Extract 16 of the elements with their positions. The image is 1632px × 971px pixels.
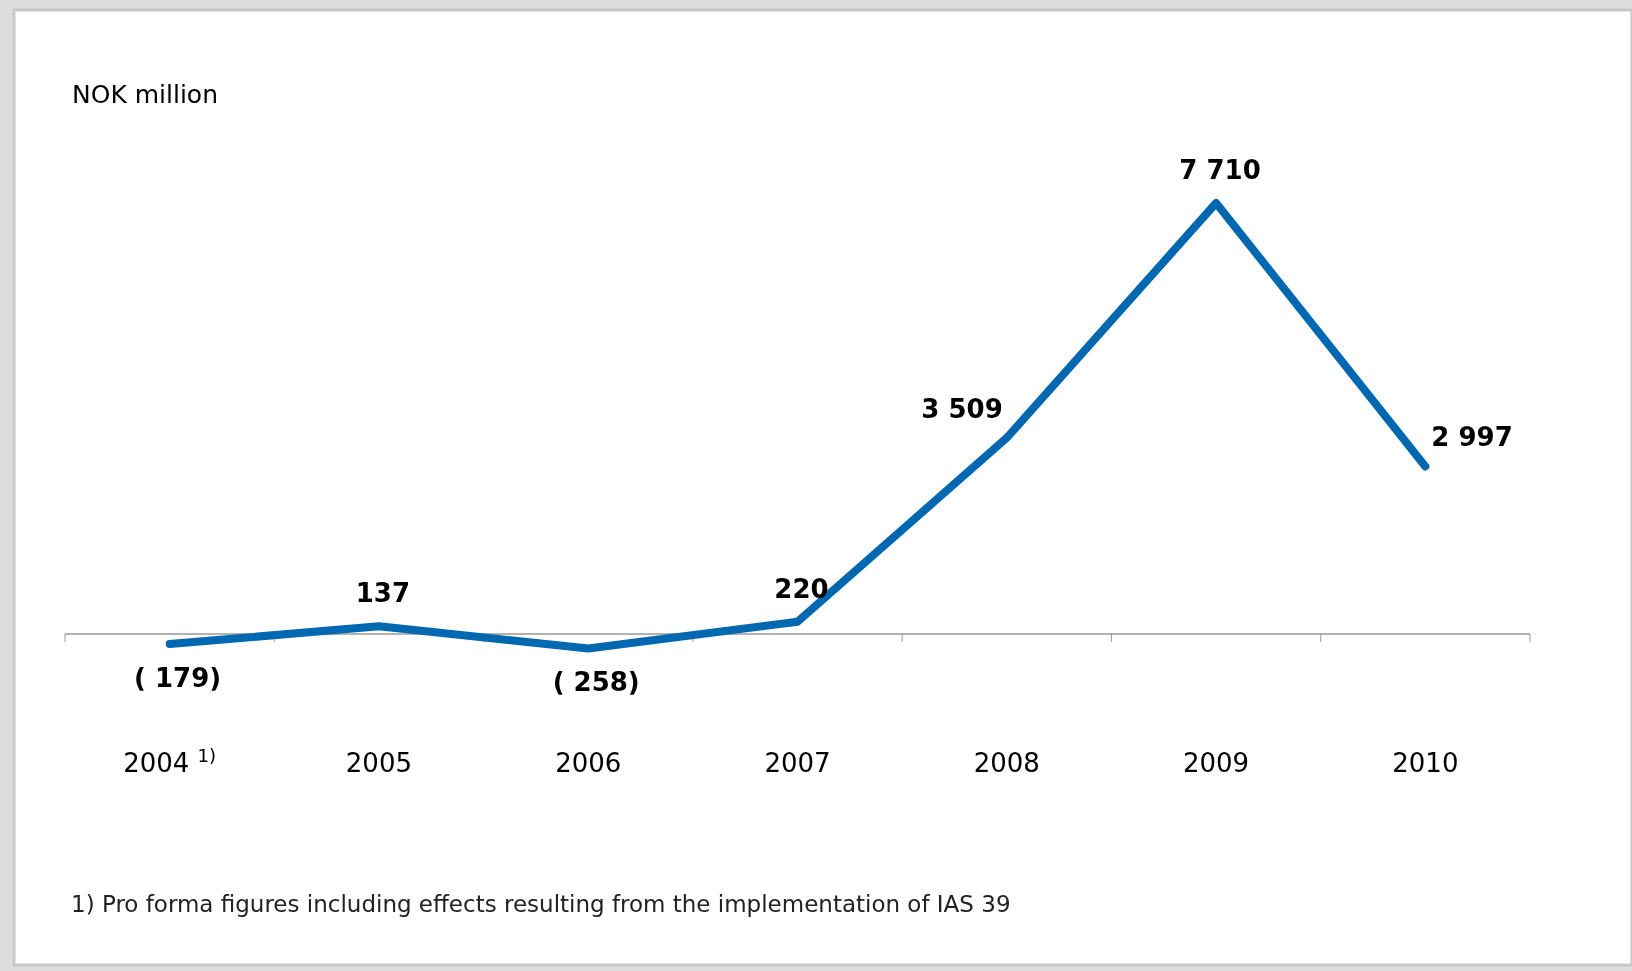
data-label: 7 710 [1179,155,1261,185]
x-tick-label: 2009 [1182,748,1250,778]
y-axis-title: NOK million [72,80,218,109]
x-tick-label: 2005 [345,748,413,778]
x-tick-label: 2006 [555,748,622,778]
x-tick-label: 2004$^{1)}$ [123,744,217,778]
data-label: ( 179) [134,663,222,694]
data-label: 220 [774,573,829,604]
data-label: 2 997 [1431,422,1513,453]
data-label: 137 [355,578,411,609]
data-label: ( 258) [552,667,640,698]
x-tick-label: 2008 [973,748,1040,778]
text: 1) Pro forma figures including effects resulting from the implementation of IAS 39 [71,891,1011,917]
x-tick-label: 2007 [764,748,831,778]
x-tick-label: 2010 [1392,748,1459,778]
data-label: 3 509 [921,393,1003,424]
